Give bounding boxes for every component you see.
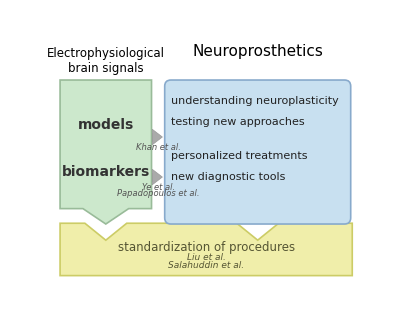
Bar	[152, 133, 154, 141]
FancyBboxPatch shape	[165, 80, 351, 224]
Text: understanding neuroplasticity: understanding neuroplasticity	[171, 96, 339, 106]
Text: Neuroprosthetics: Neuroprosthetics	[192, 44, 323, 59]
Bar	[152, 173, 154, 181]
Polygon shape	[60, 223, 352, 276]
Text: Salahuddin et al.: Salahuddin et al.	[168, 261, 244, 270]
Text: Liu et al.: Liu et al.	[187, 253, 226, 262]
Text: Ye et al.: Ye et al.	[142, 183, 175, 192]
Text: new diagnostic tools: new diagnostic tools	[171, 172, 285, 182]
Text: Electrophysiological
brain signals: Electrophysiological brain signals	[47, 47, 165, 75]
Polygon shape	[152, 169, 162, 185]
Text: biomarkers: biomarkers	[62, 165, 150, 179]
Polygon shape	[60, 80, 152, 224]
Text: standardization of procedures: standardization of procedures	[118, 241, 295, 254]
Text: personalized treatments: personalized treatments	[171, 151, 307, 161]
Text: testing new approaches: testing new approaches	[171, 116, 304, 127]
Text: models: models	[78, 118, 134, 133]
Polygon shape	[152, 129, 162, 145]
Text: Khan et al.: Khan et al.	[136, 143, 180, 152]
Text: Papadopoulos et al.: Papadopoulos et al.	[117, 189, 199, 198]
